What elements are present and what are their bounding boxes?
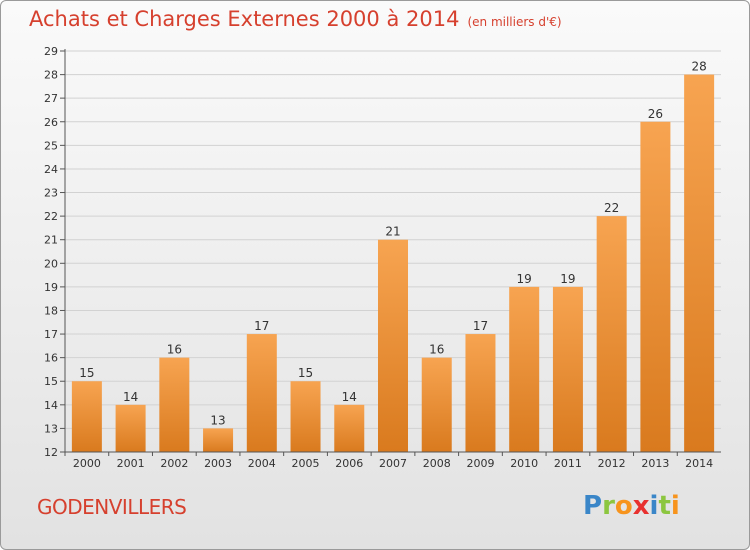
bar [246, 334, 277, 452]
y-tick-label: 27 [44, 92, 58, 105]
x-tick-label: 2000 [73, 457, 101, 470]
bar [71, 381, 102, 452]
x-tick-label: 2009 [466, 457, 494, 470]
data-label: 13 [210, 413, 225, 427]
proxiti-logo[interactable]: Proxiti [583, 491, 680, 521]
bar [684, 74, 715, 453]
data-label: 16 [429, 343, 444, 357]
data-label: 28 [691, 60, 706, 74]
x-tick-label: 2008 [423, 457, 451, 470]
x-tick-label: 2007 [379, 457, 407, 470]
bar [115, 404, 146, 452]
bar-layer: 15 14 16 13 17 15 14 21 16 17 19 19 22 26 28 [71, 60, 715, 453]
bar [159, 357, 190, 452]
x-tick-label: 2005 [292, 457, 320, 470]
y-tick-label: 15 [44, 375, 58, 388]
x-tick-label: 2002 [160, 457, 188, 470]
y-tick-label: 24 [44, 163, 58, 176]
data-label: 22 [604, 201, 619, 215]
chart-subtitle: (en milliers d'€) [467, 15, 562, 29]
bar [421, 357, 452, 452]
bar [334, 404, 365, 452]
axis-layer: 12 13 14 15 16 17 18 19 20 21 22 23 24 25 26 27 28 29 2000… [44, 45, 721, 470]
y-tick-label: 18 [44, 304, 58, 317]
x-tick-label: 2010 [510, 457, 538, 470]
data-label: 16 [167, 343, 182, 357]
data-label: 14 [342, 390, 357, 404]
data-label: 26 [648, 107, 663, 121]
bar [552, 286, 583, 452]
commune-name: GODENVILLERS [37, 495, 187, 519]
y-tick-label: 12 [44, 446, 58, 459]
bar [465, 334, 496, 452]
y-tick-label: 17 [44, 328, 58, 341]
x-tick-label: 2003 [204, 457, 232, 470]
bar [378, 239, 408, 452]
y-tick-label: 23 [44, 187, 58, 200]
y-tick-label: 28 [44, 69, 58, 82]
x-tick-label: 2011 [554, 457, 582, 470]
logo-letter: t [658, 491, 671, 521]
bar [203, 428, 234, 452]
y-tick-label: 13 [44, 422, 58, 435]
data-label: 17 [473, 319, 488, 333]
y-tick-label: 26 [44, 116, 58, 129]
bar [640, 121, 671, 452]
logo-letter: x [632, 491, 650, 521]
bar [596, 216, 627, 452]
y-tick-label: 20 [44, 257, 58, 270]
x-tick-label: 2004 [248, 457, 276, 470]
y-tick-label: 21 [44, 234, 58, 247]
data-label: 15 [298, 366, 313, 380]
data-label: 19 [517, 272, 532, 286]
y-tick-label: 29 [44, 45, 58, 58]
x-tick-label: 2012 [598, 457, 626, 470]
logo-letter: i [670, 491, 680, 521]
logo-letter: o [614, 491, 633, 521]
bar [509, 286, 540, 452]
y-tick-label: 19 [44, 281, 58, 294]
data-label: 19 [560, 272, 575, 286]
chart-title: Achats et Charges Externes 2000 à 2014 (e… [29, 7, 562, 31]
y-tick-label: 16 [44, 352, 58, 365]
y-tick-label: 22 [44, 210, 58, 223]
bar [290, 381, 321, 452]
data-label: 21 [385, 225, 400, 239]
data-label: 14 [123, 390, 138, 404]
data-label: 15 [79, 366, 94, 380]
logo-letter: i [649, 491, 659, 521]
x-tick-label: 2014 [685, 457, 713, 470]
y-tick-label: 14 [44, 399, 58, 412]
x-tick-label: 2006 [335, 457, 363, 470]
logo-letter: P [583, 491, 603, 521]
logo-letter: r [602, 491, 615, 521]
x-tick-label: 2001 [117, 457, 145, 470]
y-tick-label: 25 [44, 139, 58, 152]
data-label: 17 [254, 319, 269, 333]
x-tick-label: 2013 [641, 457, 669, 470]
